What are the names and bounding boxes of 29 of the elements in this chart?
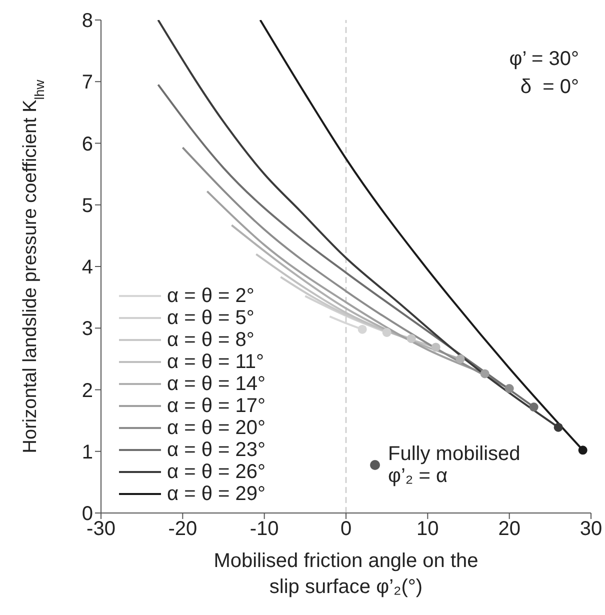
series-label: Fully mobilised φ’₂ = α: [388, 443, 522, 487]
legend-label: α = θ = 11°: [167, 351, 264, 373]
x-tick-label: -20: [168, 518, 198, 540]
y-tick-label: 7: [82, 72, 93, 94]
x-tick-label: 10: [416, 518, 439, 540]
legend-label: α = θ = 20°: [167, 417, 266, 439]
legend-label: α = θ = 17°: [167, 395, 266, 417]
legend-label: α = θ = 26°: [167, 461, 266, 483]
x-tick-label: -10: [250, 518, 279, 540]
y-tick-label: 0: [82, 503, 93, 526]
annotation: φ’ = 30°: [509, 48, 579, 71]
x-axis-title: Mobilised friction angle on the slip surface φ’₂(°): [212, 549, 480, 600]
y-tick-label: 8: [82, 10, 93, 32]
y-tick-label: 2: [82, 380, 93, 402]
y-tick-label: 4: [82, 256, 93, 279]
y-tick-label: 5: [82, 194, 93, 217]
y-tick-label: 3: [82, 318, 93, 340]
x-tick-label: 0: [340, 518, 352, 540]
y-tick-label: 6: [82, 133, 93, 156]
legend-label: α = θ = 14°: [167, 373, 266, 395]
legend-label: α = θ = 2°: [167, 285, 254, 307]
x-tick-label: 20: [498, 518, 520, 540]
legend-label: α = θ = 23°: [167, 439, 266, 461]
annotation: δ = 0°: [520, 76, 579, 99]
legend-label: α = θ = 8°: [167, 329, 254, 351]
legend-label: α = θ = 29°: [167, 483, 266, 505]
y-tick-label: 1: [82, 441, 93, 464]
legend-label: α = θ = 5°: [167, 307, 254, 329]
x-tick-label: 30: [580, 518, 602, 540]
